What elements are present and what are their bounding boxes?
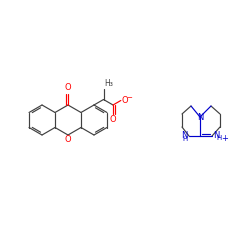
Text: H: H — [183, 136, 188, 142]
Text: −: − — [126, 95, 132, 101]
Text: N: N — [182, 131, 188, 140]
Text: O: O — [65, 136, 71, 144]
Text: N: N — [197, 112, 203, 122]
Text: O: O — [65, 84, 71, 92]
Text: N: N — [213, 131, 220, 140]
Text: H: H — [216, 136, 222, 141]
Text: O: O — [122, 96, 128, 105]
Text: H₃: H₃ — [104, 78, 113, 88]
Text: +: + — [221, 134, 228, 143]
Text: O: O — [110, 115, 116, 124]
